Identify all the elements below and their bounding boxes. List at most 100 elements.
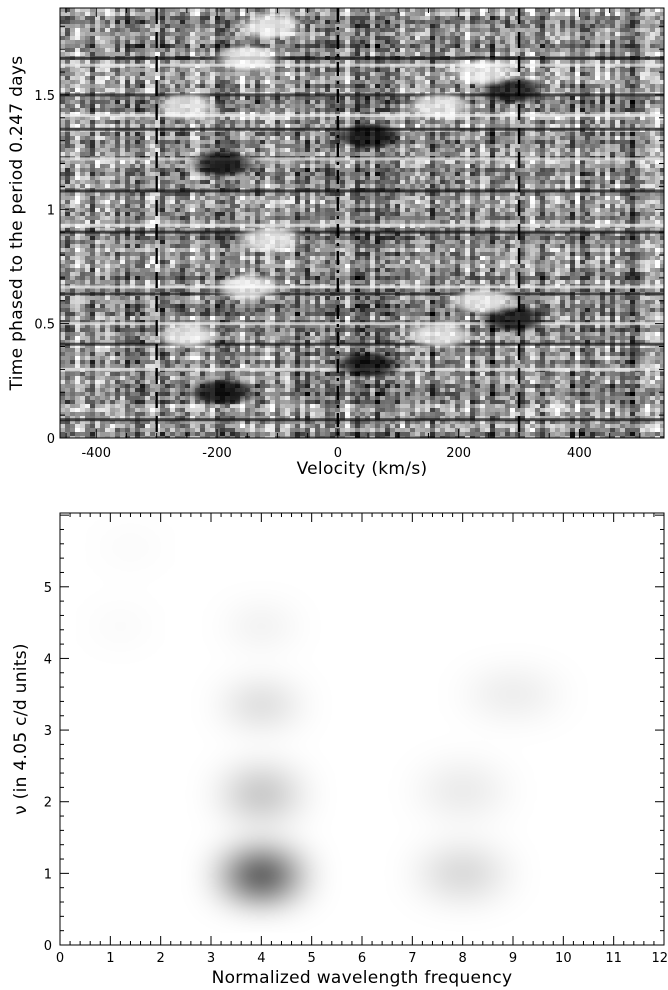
- heatmap-cell: [655, 44, 661, 49]
- heatmap-cell: [300, 148, 306, 153]
- heatmap-cell: [460, 136, 466, 141]
- heatmap-cell: [245, 40, 251, 45]
- heatmap-cell: [395, 20, 401, 25]
- heatmap-cell: [500, 116, 506, 121]
- heatmap-cell: [110, 164, 116, 169]
- heatmap-cell: [405, 28, 411, 33]
- heatmap-cell: [85, 108, 91, 113]
- heatmap-cell: [190, 60, 196, 65]
- heatmap-cell: [90, 8, 96, 13]
- heatmap-cell: [255, 124, 261, 129]
- heatmap-cell: [525, 44, 531, 49]
- heatmap-cell: [230, 36, 236, 41]
- heatmap-cell: [280, 80, 286, 85]
- heatmap-cell: [515, 140, 521, 145]
- heatmap-cell: [620, 120, 626, 125]
- heatmap-cell: [465, 116, 471, 121]
- heatmap-cell: [565, 132, 571, 137]
- heatmap-cell: [615, 108, 621, 113]
- heatmap-cell: [375, 164, 381, 169]
- heatmap-cell: [515, 8, 521, 13]
- heatmap-cell: [260, 84, 266, 89]
- heatmap-cell: [260, 152, 266, 157]
- heatmap-cell: [565, 60, 571, 65]
- heatmap-cell: [450, 44, 456, 49]
- heatmap-cell: [240, 32, 246, 37]
- heatmap-cell: [295, 76, 301, 81]
- heatmap-cell: [635, 12, 641, 17]
- heatmap-cell: [485, 20, 491, 25]
- heatmap-cell: [125, 80, 131, 85]
- heatmap-cell: [280, 160, 286, 165]
- heatmap-cell: [280, 96, 286, 101]
- heatmap-cell: [320, 168, 326, 173]
- heatmap-cell: [585, 160, 591, 165]
- heatmap-cell: [370, 32, 376, 37]
- heatmap-cell: [390, 120, 396, 125]
- heatmap-cell: [140, 44, 146, 49]
- heatmap-cell: [160, 136, 166, 141]
- heatmap-cell: [85, 40, 91, 45]
- heatmap-cell: [315, 48, 321, 53]
- heatmap-cell: [100, 60, 106, 65]
- heatmap-cell: [195, 24, 201, 29]
- heatmap-cell: [490, 116, 496, 121]
- heatmap-cell: [580, 24, 586, 29]
- heatmap-cell: [415, 32, 421, 37]
- heatmap-cell: [160, 44, 166, 49]
- heatmap-cell: [390, 40, 396, 45]
- heatmap-cell: [110, 24, 116, 29]
- heatmap-cell: [225, 148, 231, 153]
- heatmap-cell: [655, 116, 661, 121]
- heatmap-cell: [135, 72, 141, 77]
- heatmap-cell: [340, 68, 346, 73]
- heatmap-cell: [235, 68, 241, 73]
- heatmap-cell: [445, 44, 451, 49]
- heatmap-cell: [465, 12, 471, 17]
- heatmap-cell: [215, 52, 221, 57]
- heatmap-cell: [435, 152, 441, 157]
- heatmap-cell: [445, 116, 451, 121]
- heatmap-cell: [565, 148, 571, 153]
- heatmap-cell: [200, 148, 206, 153]
- heatmap-cell: [495, 16, 501, 21]
- heatmap-cell: [130, 164, 136, 169]
- heatmap-cell: [315, 136, 321, 141]
- heatmap-cell: [640, 108, 646, 113]
- heatmap-cell: [425, 32, 431, 37]
- heatmap-cell: [350, 52, 356, 57]
- heatmap-cell: [480, 140, 486, 145]
- heatmap-cell: [655, 100, 661, 105]
- heatmap-cell: [435, 48, 441, 53]
- heatmap-cell: [150, 44, 156, 49]
- heatmap-cell: [280, 72, 286, 77]
- heatmap-cell: [550, 76, 556, 81]
- heatmap-cell: [350, 96, 356, 101]
- heatmap-cell: [510, 148, 516, 153]
- heatmap-cell: [405, 88, 411, 93]
- heatmap-cell: [60, 28, 66, 33]
- heatmap-cell: [565, 48, 571, 53]
- heatmap-cell: [80, 36, 86, 41]
- heatmap-cell: [155, 168, 161, 173]
- heatmap-cell: [140, 168, 146, 173]
- heatmap-cell: [340, 36, 346, 41]
- heatmap-cell: [270, 120, 276, 125]
- heatmap-cell: [235, 148, 241, 153]
- heatmap-cell: [650, 136, 656, 141]
- heatmap-cell: [505, 144, 511, 149]
- heatmap-cell: [555, 100, 561, 105]
- heatmap-cell: [560, 144, 566, 149]
- heatmap-cell: [365, 44, 371, 49]
- heatmap-cell: [155, 148, 161, 153]
- heatmap-cell: [140, 164, 146, 169]
- heatmap-cell: [295, 168, 301, 173]
- heatmap-cell: [500, 52, 506, 57]
- heatmap-cell: [235, 44, 241, 49]
- heatmap-cell: [155, 100, 161, 105]
- heatmap-cell: [600, 16, 606, 21]
- heatmap-cell: [295, 164, 301, 169]
- heatmap-cell: [400, 48, 406, 53]
- heatmap-cell: [390, 12, 396, 17]
- heatmap-cell: [225, 100, 231, 105]
